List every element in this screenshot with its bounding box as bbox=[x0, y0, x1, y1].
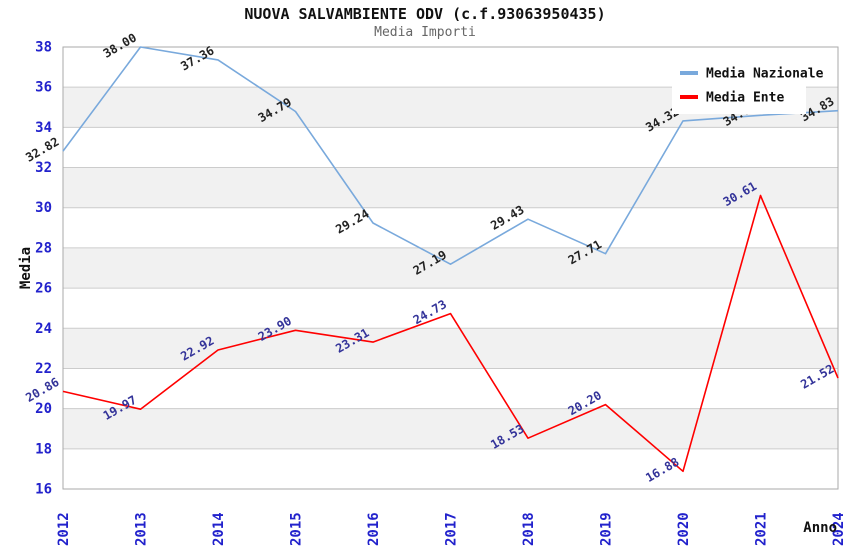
legend-label: Media Nazionale bbox=[706, 67, 824, 82]
chart-subtitle: Media Importi bbox=[374, 25, 476, 40]
legend bbox=[672, 52, 806, 114]
data-label: 24.73 bbox=[411, 297, 449, 327]
x-tick-label: 2019 bbox=[599, 512, 615, 546]
x-tick-label: 2016 bbox=[366, 512, 382, 546]
data-label: 16.88 bbox=[643, 455, 681, 485]
y-tick-label: 26 bbox=[35, 281, 52, 297]
y-tick-label: 38 bbox=[35, 40, 52, 56]
data-label: 37.36 bbox=[178, 43, 216, 73]
x-tick-label: 2017 bbox=[444, 512, 460, 546]
y-tick-label: 16 bbox=[35, 482, 52, 498]
y-tick-label: 28 bbox=[35, 240, 52, 256]
x-tick-label: 2020 bbox=[676, 512, 692, 546]
plot-border bbox=[62, 46, 839, 490]
legend-label: Media Ente bbox=[706, 91, 784, 106]
y-tick-label: 24 bbox=[35, 321, 52, 337]
y-tick-label: 22 bbox=[35, 361, 52, 377]
chart-title: NUOVA SALVAMBIENTE ODV (c.f.93063950435) bbox=[244, 5, 606, 23]
data-label: 29.24 bbox=[333, 206, 371, 236]
x-tick-label: 2021 bbox=[754, 512, 770, 546]
y-tick-label: 30 bbox=[35, 200, 52, 216]
y-tick-label: 20 bbox=[35, 401, 52, 417]
y-tick-label: 18 bbox=[35, 441, 52, 457]
plot-band bbox=[63, 328, 838, 369]
series-line-media-ente bbox=[62, 194, 839, 473]
plot-band bbox=[63, 408, 838, 449]
y-tick-label: 32 bbox=[35, 160, 52, 176]
x-tick-label: 2018 bbox=[521, 512, 537, 546]
series-line-media-nazionale bbox=[62, 46, 839, 266]
x-tick-label: 2014 bbox=[211, 512, 227, 546]
x-axis-title: Anno bbox=[803, 520, 837, 536]
y-tick-label: 34 bbox=[35, 120, 52, 136]
plot-band bbox=[63, 167, 838, 208]
x-tick-label: 2013 bbox=[134, 512, 150, 546]
plot-band bbox=[63, 247, 838, 289]
y-tick-label: 36 bbox=[35, 80, 52, 96]
x-tick-label: 2012 bbox=[56, 512, 72, 546]
x-tick-label: 2015 bbox=[289, 512, 305, 546]
x-tick-label: 2024 bbox=[831, 512, 847, 546]
y-axis-title: Media bbox=[18, 247, 34, 289]
